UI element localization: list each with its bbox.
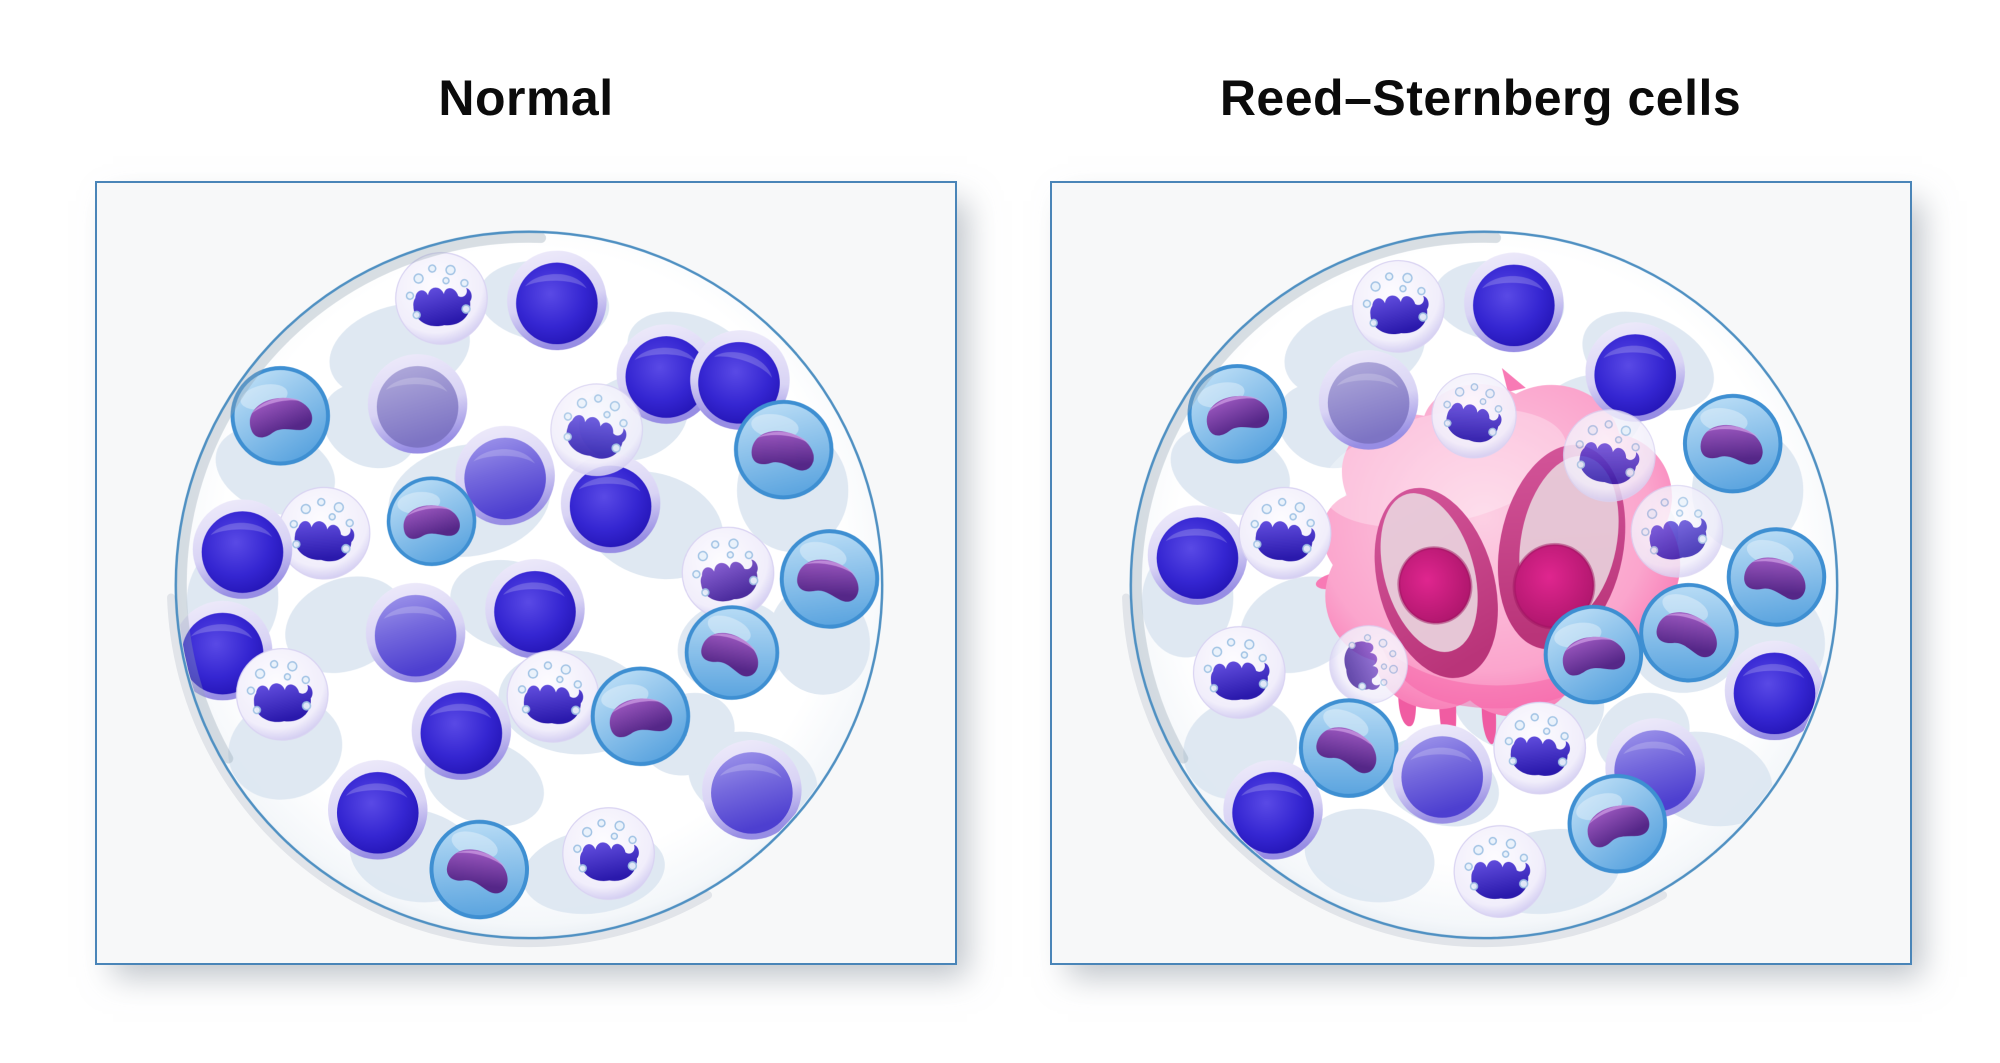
- monocyte-cell: [429, 819, 529, 920]
- neutrophil-cell: [1238, 486, 1332, 580]
- monocyte-cell: [1567, 773, 1668, 874]
- lymphocyte-cell: [328, 760, 428, 860]
- monocyte-cell: [733, 399, 834, 500]
- panel-title-reed-sternberg: Reed–Sternberg cells: [1219, 70, 1742, 126]
- lymphocyte-cell: [1724, 640, 1825, 741]
- lymphocyte-cell: [1318, 350, 1419, 450]
- monocyte-cell: [684, 605, 780, 700]
- lymphocyte-cell: [1464, 252, 1564, 353]
- neutrophil-cell: [1431, 373, 1517, 459]
- dish-inner-shadow: [1131, 232, 1502, 764]
- dish-outer-shadow: [167, 593, 713, 948]
- neutrophil-cell: [550, 383, 643, 477]
- monocyte-cell: [1726, 527, 1827, 627]
- lymphocyte-cell: [560, 453, 661, 554]
- lymphocyte-cell: [455, 425, 555, 526]
- lymphocyte-cell: [1147, 505, 1248, 605]
- lymphocyte-cell: [1585, 322, 1685, 422]
- monocyte-cell: [1682, 393, 1783, 494]
- neutrophil-cell: [1493, 701, 1587, 795]
- lymphocyte-cell: [702, 740, 802, 840]
- lymphocyte-cell: [367, 354, 468, 454]
- neutrophil-cell: [1562, 409, 1656, 502]
- reed-sternberg-blood-smear-illustration: [1122, 230, 1839, 948]
- panel-reed-sternberg-micrograph: [1050, 181, 1912, 965]
- lymphocyte-cell: [365, 582, 466, 683]
- panel-normal-micrograph: [95, 181, 957, 965]
- monocyte-cell: [590, 666, 691, 767]
- neutrophil-cell: [681, 526, 775, 620]
- lymphocyte-cell: [411, 680, 512, 780]
- dish-contents: [1141, 252, 1827, 918]
- lymphocyte-cell: [1392, 724, 1492, 824]
- monocyte-cell: [230, 366, 331, 466]
- monocyte-cell: [1298, 698, 1399, 798]
- neutrophil-cell: [277, 486, 371, 580]
- neutrophil-cell: [395, 252, 488, 345]
- rs-nucleolus: [1512, 542, 1596, 630]
- dish-contents: [177, 250, 880, 920]
- monocyte-cell: [779, 529, 880, 629]
- neutrophil-cell: [1329, 625, 1408, 704]
- neutrophil-cell: [1453, 825, 1547, 918]
- neutrophil-cell: [1192, 626, 1286, 719]
- monocyte-cell: [386, 476, 477, 567]
- neutrophil-cell: [1630, 484, 1724, 578]
- dish-inner-shadow: [176, 232, 547, 764]
- dish-outer-shadow: [1122, 593, 1668, 948]
- normal-blood-smear-illustration: [167, 230, 884, 948]
- dish-rim: [174, 230, 884, 940]
- neutrophil-cell: [506, 650, 600, 743]
- rs-nucleus-left: [1374, 487, 1498, 679]
- neutrophil-cell: [1352, 260, 1445, 353]
- neutrophil-cell: [562, 807, 655, 900]
- monocyte-cell: [1187, 364, 1287, 464]
- lymphocyte-cell: [616, 324, 717, 424]
- neutrophil-cell: [235, 648, 329, 741]
- lymphocyte-cell: [507, 250, 607, 351]
- lymphocyte-cell: [485, 559, 585, 659]
- monocyte-cell: [1639, 582, 1739, 683]
- dish-rim: [1129, 230, 1839, 940]
- panel-title-normal: Normal: [438, 70, 614, 126]
- lymphocyte-cell: [192, 499, 293, 599]
- lymphocyte-cell: [1223, 760, 1323, 860]
- monocyte-cell: [1543, 604, 1644, 705]
- rs-nucleolus: [1397, 546, 1473, 625]
